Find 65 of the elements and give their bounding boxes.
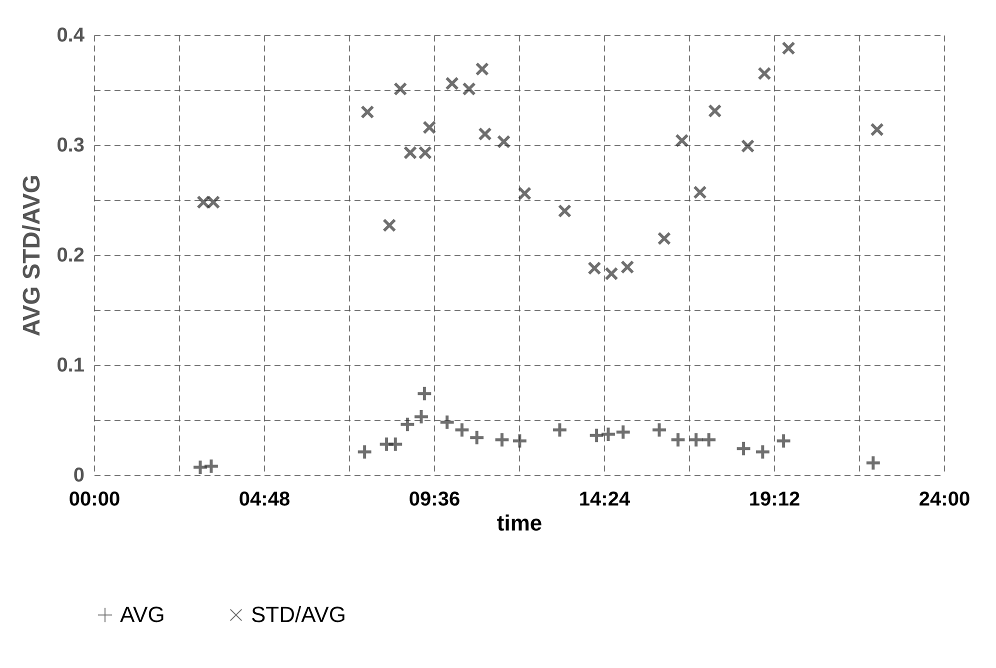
point — [708, 104, 722, 118]
point — [203, 458, 220, 474]
point — [651, 422, 668, 438]
point — [512, 432, 528, 450]
point — [494, 432, 510, 448]
x-tick-label: 24:00 — [918, 488, 970, 510]
point — [416, 385, 433, 402]
point — [735, 440, 752, 457]
point — [552, 422, 568, 438]
point — [870, 122, 884, 136]
point — [496, 134, 511, 149]
point — [600, 426, 616, 443]
point — [478, 127, 492, 141]
point — [438, 414, 456, 430]
point — [382, 218, 396, 232]
point — [192, 459, 208, 476]
point — [588, 427, 605, 444]
point — [422, 120, 436, 134]
y-tick-label: 0.4 — [56, 24, 86, 46]
point — [775, 432, 792, 450]
point — [782, 41, 796, 56]
y-tick-label: 0 — [73, 464, 84, 486]
y-tick-label: 0.1 — [56, 354, 84, 376]
point — [403, 146, 418, 160]
point — [399, 416, 416, 433]
point — [445, 76, 459, 90]
point — [700, 432, 718, 448]
point — [413, 408, 430, 425]
point — [356, 444, 373, 460]
y-axis-title: AVG STD/AVG — [18, 174, 46, 336]
point — [864, 454, 882, 472]
point — [475, 62, 490, 76]
point — [454, 422, 470, 438]
point — [462, 82, 476, 96]
point — [387, 436, 404, 452]
point — [693, 185, 707, 200]
point — [393, 82, 408, 96]
point — [688, 432, 704, 448]
x-axis-title: time — [496, 510, 542, 536]
point — [360, 105, 374, 119]
point — [614, 424, 632, 440]
point — [206, 195, 220, 210]
point — [418, 146, 432, 160]
point — [758, 66, 772, 80]
x-tick-label: 14:24 — [578, 488, 631, 510]
point — [604, 266, 618, 281]
legend-label: STD/AVG — [251, 602, 346, 627]
point — [670, 432, 686, 448]
point — [588, 261, 602, 276]
point — [196, 195, 210, 210]
point — [620, 260, 634, 274]
point — [754, 444, 771, 460]
point — [740, 139, 755, 153]
point — [468, 429, 486, 446]
legend-label: AVG — [120, 602, 165, 627]
x-tick-label: 00:00 — [68, 488, 120, 510]
point — [657, 232, 672, 246]
point — [518, 186, 532, 200]
x-tick-label: 04:48 — [238, 488, 290, 510]
x-tick-label: 09:36 — [408, 488, 460, 510]
y-tick-label: 0.3 — [56, 134, 84, 156]
x-tick-label: 19:12 — [748, 488, 800, 510]
y-tick-label: 0.2 — [56, 244, 84, 266]
point — [675, 134, 689, 148]
point — [558, 204, 572, 218]
